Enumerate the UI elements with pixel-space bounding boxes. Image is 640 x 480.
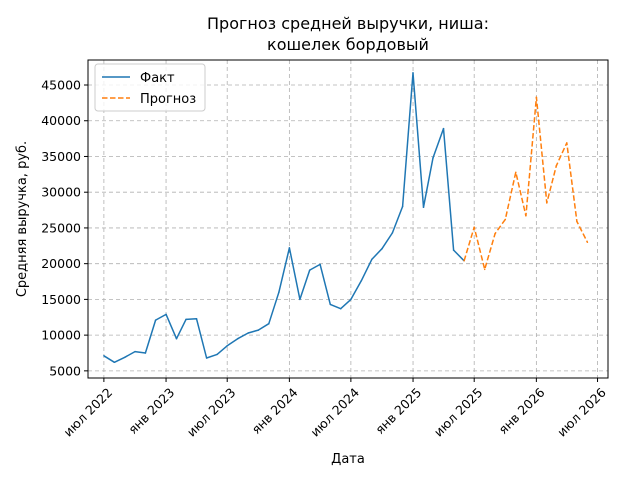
data-point xyxy=(134,350,136,353)
data-point xyxy=(422,206,425,208)
legend-label-fact: Факт xyxy=(140,71,175,86)
legend-frame xyxy=(94,63,206,112)
data-point xyxy=(576,220,578,223)
x-tick-label: июл 2026 xyxy=(554,385,609,440)
x-tick-label: янв 2023 xyxy=(125,385,177,437)
data-point xyxy=(185,318,187,321)
data-point xyxy=(535,96,538,98)
data-point xyxy=(391,232,394,234)
chart-title-line-2: кошелек бордовый xyxy=(267,35,429,54)
data-point xyxy=(360,280,363,282)
data-point xyxy=(586,241,589,243)
chart-title-line-1: Прогноз средней выручки, ниша: xyxy=(207,14,489,33)
series-group xyxy=(103,72,589,364)
data-point xyxy=(412,72,414,74)
y-tick-label: 30000 xyxy=(41,185,81,200)
data-point xyxy=(329,303,332,306)
data-point xyxy=(483,268,486,271)
data-point xyxy=(452,249,455,251)
data-point xyxy=(504,218,507,221)
x-axis-label: Дата xyxy=(331,452,365,467)
data-point xyxy=(381,247,383,250)
data-point xyxy=(144,352,147,354)
data-point xyxy=(442,127,445,130)
data-point xyxy=(195,317,198,320)
legend-label-forecast: Прогноз xyxy=(140,92,196,107)
x-tick-label: июл 2023 xyxy=(184,385,239,440)
data-point xyxy=(268,322,270,325)
data-point xyxy=(525,215,527,217)
data-point xyxy=(555,165,558,167)
data-point xyxy=(494,232,496,235)
y-tick-label: 25000 xyxy=(41,220,81,235)
data-point xyxy=(546,202,548,204)
data-point xyxy=(463,260,465,262)
data-point xyxy=(205,357,208,359)
data-point xyxy=(175,337,178,340)
data-point xyxy=(371,258,373,261)
data-point xyxy=(350,298,352,301)
data-point xyxy=(401,205,404,208)
data-point xyxy=(216,353,218,356)
x-tick-label: янв 2026 xyxy=(495,385,547,437)
data-point xyxy=(566,142,568,144)
data-point xyxy=(308,269,311,271)
y-tick-label: 40000 xyxy=(41,113,81,128)
data-point xyxy=(278,291,280,293)
ticks-group: 5000 10000 15000 20000 25000 30000 35000 40000 4… xyxy=(41,78,609,440)
data-point xyxy=(226,345,228,347)
y-tick-label: 5000 xyxy=(49,363,81,378)
data-point xyxy=(515,171,517,173)
data-point xyxy=(299,298,301,301)
y-tick-label: 35000 xyxy=(41,149,81,164)
data-point xyxy=(165,313,167,316)
data-point xyxy=(236,337,239,340)
y-tick-label: 45000 xyxy=(41,78,81,93)
data-point xyxy=(473,226,475,228)
y-tick-label: 15000 xyxy=(41,292,81,307)
data-point xyxy=(154,319,157,321)
data-point xyxy=(257,329,260,331)
y-tick-label: 10000 xyxy=(41,328,81,343)
x-tick-label: июл 2024 xyxy=(307,385,362,440)
plot-frame xyxy=(87,59,609,379)
data-point xyxy=(319,263,321,266)
series-line-forecast xyxy=(463,96,589,271)
data-point xyxy=(432,157,434,159)
x-tick-label: июл 2025 xyxy=(431,385,486,440)
x-tick-label: янв 2024 xyxy=(248,385,300,437)
y-axis-label: Средняя выручка, руб. xyxy=(15,141,30,297)
data-point xyxy=(124,356,126,359)
data-point xyxy=(339,307,342,310)
data-point xyxy=(103,355,105,357)
y-tick-label: 20000 xyxy=(41,256,81,271)
data-point xyxy=(288,247,291,249)
x-tick-label: янв 2025 xyxy=(372,385,424,437)
data-point xyxy=(247,332,249,334)
legend: Факт Прогноз xyxy=(94,63,206,112)
x-tick-label: июл 2022 xyxy=(60,385,115,440)
series-line-fact xyxy=(103,72,465,364)
data-point xyxy=(113,361,116,364)
